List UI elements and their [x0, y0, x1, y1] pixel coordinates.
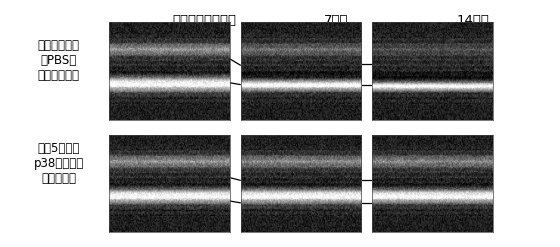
Text: 14日後: 14日後 [457, 14, 489, 27]
Text: 視神経損傷の直前: 視神経損傷の直前 [172, 14, 236, 27]
Text: 受傷5分後に
p38阔害剤の
精球内投与: 受傷5分後に p38阔害剤の 精球内投与 [34, 142, 84, 185]
Text: コントロール
（PBSの
精球内投与）: コントロール （PBSの 精球内投与） [38, 39, 80, 82]
Text: 7日後: 7日後 [324, 14, 348, 27]
